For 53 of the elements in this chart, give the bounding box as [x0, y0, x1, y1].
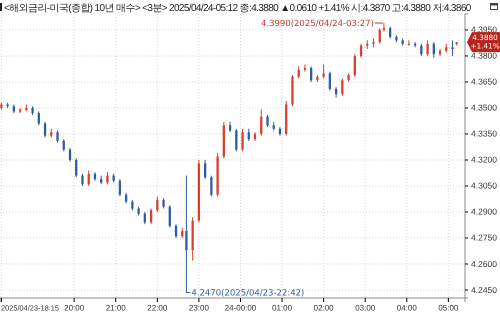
candlestick: [56, 130, 59, 144]
candlestick: [266, 114, 269, 128]
x-tick-label: 05:00: [438, 304, 459, 313]
candlestick: [38, 110, 40, 126]
candlestick: [432, 42, 435, 58]
candlestick: [144, 212, 146, 225]
y-tick-label: 4.3800: [471, 50, 498, 61]
candlestick: [322, 64, 325, 79]
y-tick-label: 4.3350: [471, 128, 498, 139]
candlestick: [378, 28, 381, 44]
x-tick-label: 03:00: [355, 304, 376, 313]
candlestick: [81, 173, 84, 186]
annotation: 4.2470(2025/04/23-22:42): [191, 288, 304, 299]
x-tick-label: 04:00: [396, 304, 418, 313]
candlestick: [341, 78, 344, 96]
candlestick: [88, 170, 90, 186]
annotation: 4.3990(2025/04/24-03:27): [260, 19, 374, 30]
candlestick: [298, 66, 300, 79]
x-tick-label: 02:00: [314, 304, 334, 313]
x-tick-label: 01:00: [272, 304, 293, 313]
y-tick-label: 4.3200: [471, 154, 498, 165]
x-tick-label: 21:00: [106, 304, 126, 313]
y-tick-label: 4.2450: [471, 284, 498, 295]
y-tick-label: 4.2900: [471, 206, 498, 217]
candlestick: [260, 109, 262, 136]
x-tick-label: 22:00: [147, 304, 168, 313]
y-tick-label: 4.3050: [471, 180, 498, 191]
candlestick: [75, 158, 78, 178]
chart-title: <해외금리-미국(종합) 10년 매수> <3분> 2025/04/24-05:12 종:4.3880 ▲0.0610 +1.41% 시:4.3870 고:4.3880 저:4.3860: [4, 3, 472, 14]
x-tick-label: 24-00:00: [224, 304, 257, 313]
candlestick: [248, 128, 250, 142]
candlestick: [310, 66, 312, 82]
candlestick: [118, 178, 122, 197]
x-tick-label: 20:00: [64, 304, 85, 313]
candlestick: [389, 26, 392, 40]
y-tick-label: 4.3500: [471, 102, 498, 113]
candlestick: [328, 71, 332, 92]
candlestick: [156, 196, 158, 212]
y-tick-label: 4.2600: [471, 258, 498, 269]
candlestick: [131, 199, 134, 211]
candlestick: [62, 138, 65, 152]
candlestick: [210, 175, 213, 197]
candlestick: [124, 192, 128, 204]
y-tick-label: 4.3950: [471, 24, 498, 35]
y-tick-label: 4.2750: [471, 232, 498, 243]
y-tick-label: 4.3650: [471, 76, 498, 87]
candlestick: [181, 227, 184, 239]
x-tick-label: 23:00: [188, 304, 210, 313]
candlestick: [204, 159, 206, 180]
candlestick: [235, 128, 238, 152]
candlestick: [168, 204, 171, 228]
candlestick: [354, 54, 356, 78]
candlestick: [420, 43, 422, 56]
